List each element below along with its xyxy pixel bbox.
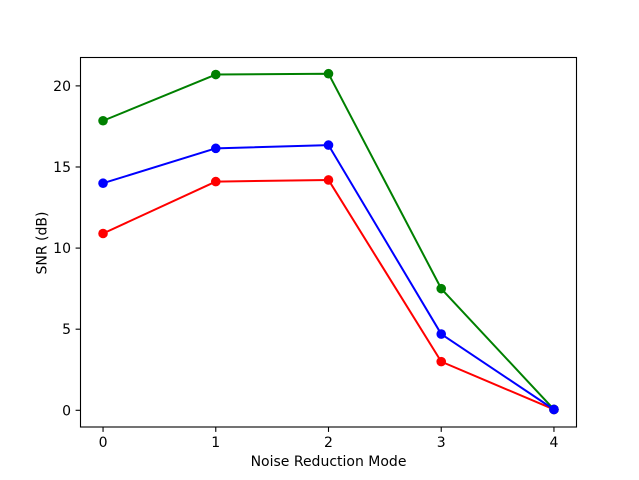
y-tick-label: 10: [53, 241, 71, 257]
red-series-marker: [323, 175, 334, 185]
blue-series-marker: [98, 178, 108, 189]
y-tick-label: 0: [62, 403, 71, 419]
y-tick-label: 5: [62, 322, 71, 338]
green-series-marker: [98, 115, 108, 126]
x-tick-label: 4: [549, 435, 558, 451]
x-tick-label: 3: [437, 435, 446, 451]
green-series-marker: [210, 69, 221, 80]
x-tick-label: 0: [99, 435, 108, 451]
blue-series-marker: [549, 404, 559, 415]
x-tick-label: 2: [324, 435, 333, 451]
x-tick-label: 1: [211, 435, 220, 451]
blue-series-marker: [436, 329, 447, 339]
y-tick-label: 15: [53, 160, 71, 176]
green-series-marker: [323, 68, 334, 79]
y-axis-label: SNR (dB): [35, 212, 51, 275]
plot-area: 0 1 2 3 4 0 5 10 15 20: [53, 56, 578, 451]
plot-border: [79, 56, 578, 428]
red-series-marker: [436, 356, 447, 367]
blue-series-marker: [210, 143, 221, 154]
x-axis-label: Noise Reduction Mode: [251, 454, 407, 470]
red-series-marker: [210, 176, 221, 187]
green-series-marker: [436, 283, 447, 294]
y-tick-label: 20: [53, 79, 71, 95]
blue-series-marker: [323, 140, 334, 150]
red-series-marker: [98, 228, 108, 239]
